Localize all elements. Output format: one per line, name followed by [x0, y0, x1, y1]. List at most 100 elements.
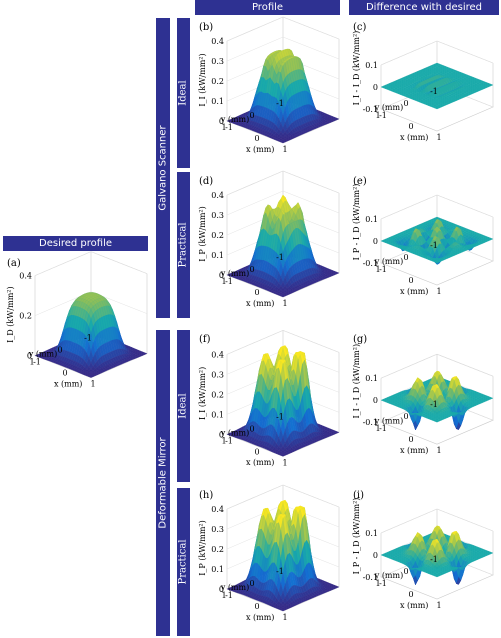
- y-ticks: 10-1y (mm): [374, 241, 438, 274]
- grid-line: [226, 190, 340, 216]
- z-tick-label: 0.1: [365, 215, 378, 224]
- panel-b: 0 0.1 0.2 0.3 0.4 -1 0 1 x (mm) 1 0 -1 y (mm) I_I (kW…: [195, 16, 345, 168]
- z-tick-label: 0.2: [19, 312, 32, 321]
- row-bar-deformable-ideal: [177, 330, 190, 482]
- x-ticks: -1 0 1 x (mm): [379, 111, 441, 142]
- x-tick-label: 0: [408, 276, 413, 285]
- y-tick-label: 1: [375, 424, 380, 433]
- z-tick-label: 0.4: [19, 272, 32, 281]
- z-axis-label: I_P - I_D (kW/mm²): [352, 184, 361, 261]
- surface: [226, 345, 340, 457]
- z-tick-label: 0.1: [365, 374, 378, 383]
- z-tick-label: 0.3: [211, 370, 224, 379]
- z-tick-label: 0: [219, 430, 224, 439]
- y-tick-label: 1: [375, 265, 380, 274]
- panel-c: -0.1 0 0.1 -1 0 1 x (mm) 1 0 -1 y (mm) I_I - I_D (k…: [349, 18, 499, 168]
- z-axis-label: I_I (kW/mm²): [198, 53, 207, 106]
- surface-patch: [280, 454, 286, 457]
- grid-line: [380, 353, 494, 379]
- y-tick-label: -1: [430, 241, 438, 250]
- z-tick-label: -0.1: [363, 418, 378, 427]
- row-label-deformable-ideal: Ideal: [177, 393, 189, 419]
- x-axis-label: x (mm): [54, 379, 82, 388]
- x-tick-label: 1: [282, 299, 287, 308]
- x-tick-label: -1: [379, 111, 387, 120]
- group-label-galvano: Galvano Scanner: [157, 125, 169, 211]
- surface-patch: [434, 261, 440, 264]
- x-tick-label: 1: [436, 446, 441, 455]
- x-tick-label: 1: [436, 133, 441, 142]
- x-tick-label: 1: [282, 458, 287, 467]
- z-tick-label: 0: [373, 237, 378, 246]
- z-tick-label: 0: [27, 352, 32, 361]
- panel-label: (d): [199, 176, 213, 187]
- x-tick-label: 1: [282, 145, 287, 154]
- panel-e: -0.1 0 0.1 -1 0 1 x (mm) 1 0 -1 y (mm) I_P - I_D (k…: [349, 172, 499, 322]
- z-tick-label: 0.1: [211, 251, 224, 260]
- panel-g: -0.1 0 0.1 -1 0 1 x (mm) 1 0 -1 y (mm) I_I - I_D (k…: [349, 330, 499, 482]
- z-tick-label: 0.2: [211, 545, 224, 554]
- grid-line: [226, 330, 340, 355]
- panel-label: (f): [199, 334, 211, 345]
- z-tick-label: 0.4: [211, 191, 224, 200]
- z-tick-label: 0.4: [211, 505, 224, 514]
- x-tick-label: 0: [62, 369, 67, 378]
- y-axis-label: y (mm): [220, 115, 249, 124]
- y-tick-label: 0: [249, 424, 254, 433]
- y-tick-label: 0: [403, 253, 408, 262]
- z-tick-label: 0.3: [211, 525, 224, 534]
- y-ticks: 10-1y (mm): [220, 99, 284, 132]
- z-tick-label: 0: [373, 396, 378, 405]
- panel-label: (c): [353, 22, 367, 33]
- x-tick-label: -1: [225, 123, 233, 132]
- surface-patch: [434, 107, 440, 110]
- surface: [380, 370, 494, 431]
- y-tick-label: -1: [84, 334, 92, 343]
- y-ticks: 10-1y (mm): [374, 400, 438, 433]
- x-tick-label: 1: [90, 380, 95, 389]
- y-axis-label: y (mm): [28, 350, 57, 359]
- x-tick-label: 1: [436, 287, 441, 296]
- y-tick-label: 1: [29, 358, 34, 367]
- row-bar-deformable-practical: [177, 488, 190, 636]
- z-tick-label: 0.1: [211, 97, 224, 106]
- y-axis-label: y (mm): [374, 103, 403, 112]
- z-axis-label: I_I (kW/mm²): [198, 367, 207, 420]
- y-axis-label: y (mm): [374, 416, 403, 425]
- z-tick-label: 0: [219, 271, 224, 280]
- x-tick-label: -1: [379, 424, 387, 433]
- z-tick-label: -0.1: [363, 259, 378, 268]
- z-axis-label: I_I - I_D (kW/mm²): [352, 344, 361, 419]
- y-tick-label: 0: [403, 99, 408, 108]
- grid-line: [380, 40, 494, 66]
- group-label-deformable: Deformable Mirror: [157, 437, 169, 529]
- x-tick-label: -1: [225, 436, 233, 445]
- row-bar-galvano-ideal: [177, 18, 190, 168]
- panel-d: 0 0.1 0.2 0.3 0.4 -1 0 1 x (mm) 1 0 -1 y (mm) I_P (kW…: [195, 170, 345, 322]
- z-axis-label: I_I - I_D (kW/mm²): [352, 31, 361, 106]
- z-tick-label: 0: [373, 83, 378, 92]
- x-axis-label: x (mm): [246, 299, 274, 308]
- z-tick-label: -0.1: [363, 105, 378, 114]
- group-bar-galvano: [156, 18, 170, 318]
- grid-line: [380, 194, 494, 220]
- y-ticks: 10 -1 y (mm): [28, 334, 92, 367]
- row-label-galvano-practical: Practical: [177, 222, 189, 268]
- y-tick-label: -1: [276, 99, 284, 108]
- y-ticks: 10-1y (mm): [220, 253, 284, 286]
- grid-line: [226, 170, 340, 196]
- surface-patch: [280, 295, 286, 298]
- y-tick-label: -1: [430, 87, 438, 96]
- surface: [226, 499, 340, 612]
- z-tick-label: 0.2: [211, 231, 224, 240]
- x-axis-label: x (mm): [400, 133, 428, 142]
- grid-line: [226, 16, 340, 42]
- y-tick-label: 1: [221, 277, 226, 286]
- x-tick-label: 0: [408, 122, 413, 131]
- y-tick-label: -1: [430, 400, 438, 409]
- z-tick-label: 0.1: [211, 410, 224, 419]
